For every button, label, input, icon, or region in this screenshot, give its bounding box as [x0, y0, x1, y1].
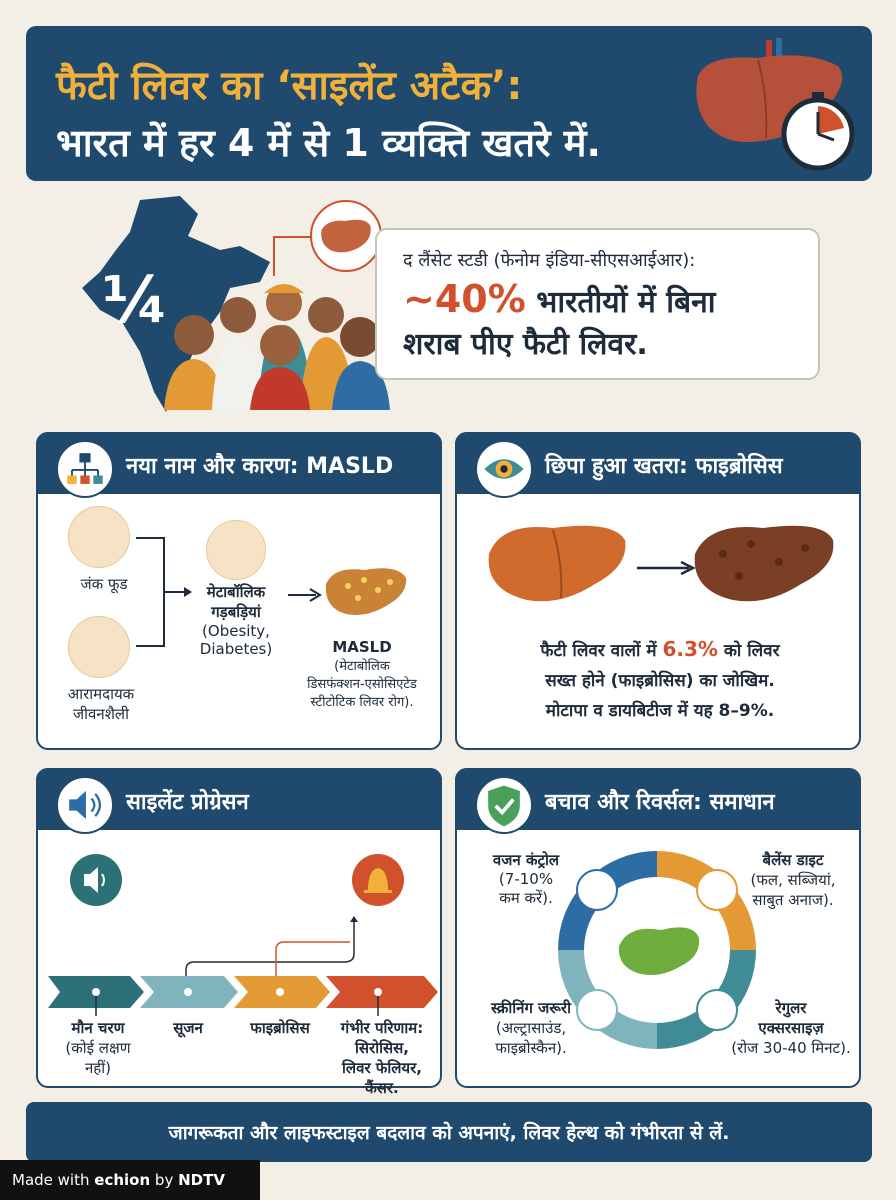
arrow-right-icon: [288, 588, 322, 602]
study-source: द लैंसेट स्टडी (फेनोम इंडिया-सीएसआईआर):: [403, 250, 696, 271]
stage-inflammation: सूजन: [173, 1019, 203, 1037]
liver-stopwatch-icon: [696, 38, 855, 171]
fibrosis-card: छिपा हुआ खतरा: फाइब्रोसिस फैटी लिवर वालो…: [455, 432, 861, 750]
obesity-icon: [206, 520, 266, 580]
title-line-2: भारत में हर 4 में से 1 व्यक्ति खतरे में.: [56, 121, 601, 165]
eye-icon: [475, 440, 533, 498]
fibrosis-card-title: छिपा हुआ खतरा: फाइब्रोसिस: [545, 454, 783, 479]
speaker-icon: [56, 776, 114, 834]
bracket-connector: [136, 537, 192, 647]
stage-severe: गंभीर परिणाम: सिरोसिस, लिवर फेलियर, कैंसर.: [340, 1019, 424, 1097]
study-stat-line: ~40% भारतीयों में बिना: [403, 278, 792, 324]
fibrosis-description: फैटी लिवर वालों में 6.3% को लिवर सख्त हो…: [540, 637, 780, 721]
lancet-study-callout: द लैंसेट स्टडी (फेनोम इंडिया-सीएसआईआर): …: [375, 228, 820, 380]
exercise-label: रेगुलर एक्सरसाइज़ (रोज 30-40 मिनट).: [731, 999, 851, 1057]
title-line-1: फैटी लिवर का ‘साइलेंट अटैक’:: [56, 63, 523, 109]
progression-timeline: [70, 854, 404, 1000]
weight-control-label: वजन कंट्रोल (7-10% कम करें).: [492, 851, 560, 907]
india-map: ¼: [82, 196, 270, 412]
callout-connector: [273, 236, 313, 276]
stat-line-rest: भारतीयों में बिना: [525, 285, 716, 320]
stat-line-3: शराब पीए फैटी लिवर.: [403, 327, 648, 362]
masld-definition: MASLD (मेटाबोलिक डिसफंक्शन-एसोसिएटेड स्टीटो…: [307, 638, 417, 710]
solution-ring: [558, 851, 756, 1049]
stage-fibrosis: फाइब्रोसिस: [250, 1019, 310, 1037]
progression-card-title: साइलेंट प्रोग्रेसन: [126, 790, 249, 815]
header-banner: फैटी लिवर का ‘साइलेंट अटैक’: भारत में हर…: [26, 26, 872, 181]
junk-food-icon: [68, 506, 130, 568]
junk-food-label: जंक फूड: [80, 575, 128, 593]
screening-label: स्क्रीनिंग जरूरी (अल्ट्रासाउंड, फाइब्रोस्क…: [491, 999, 571, 1057]
shield-check-icon: [475, 776, 533, 834]
footer-text: जागरूकता और लाइफस्टाइल बदलाव को अपनाएं, …: [168, 1122, 730, 1144]
made-with-watermark: Made with echion by NDTV: [0, 1160, 260, 1200]
solution-card-title: बचाव और रिवर्सल: समाधान: [545, 790, 775, 815]
lifestyle-label: आरामदायक जीवनशैली: [67, 685, 135, 723]
people-illustration: [164, 284, 390, 410]
hierarchy-icon: [56, 440, 114, 498]
balanced-diet-label: बैलेंस डाइट (फल, सब्जियां, साबुत अनाज).: [750, 851, 836, 909]
small-liver-icon: [310, 200, 382, 272]
progression-arrows: [48, 976, 438, 1016]
liver-fibrosis-transition: [488, 525, 834, 602]
lounging-person-icon: [68, 616, 130, 678]
progression-card: साइलेंट प्रोग्रेसन मौन चरण (कोई लक्षण नहीं…: [36, 768, 442, 1097]
fatty-liver-icon: [325, 568, 407, 615]
stat-percent: ~40%: [403, 277, 526, 321]
solution-card: बचाव और रिवर्सल: समाधान वजन कंट्रोल (7-10…: [455, 768, 861, 1088]
stage-silent: मौन चरण (कोई लक्षण नहीं): [65, 1019, 131, 1077]
footer-banner: जागरूकता और लाइफस्टाइल बदलाव को अपनाएं, …: [26, 1102, 872, 1162]
fibrosis-percent: 6.3%: [662, 637, 718, 661]
metabolic-label: मेटाबॉलिक गड़बड़ियां (Obesity, Diabetes): [199, 583, 273, 658]
masld-card: नया नाम और कारण: MASLD जंक फूड आरामदायक ज…: [36, 432, 442, 750]
masld-card-title: नया नाम और कारण: MASLD: [126, 454, 394, 479]
fraction-quarter: ¼: [102, 264, 168, 338]
